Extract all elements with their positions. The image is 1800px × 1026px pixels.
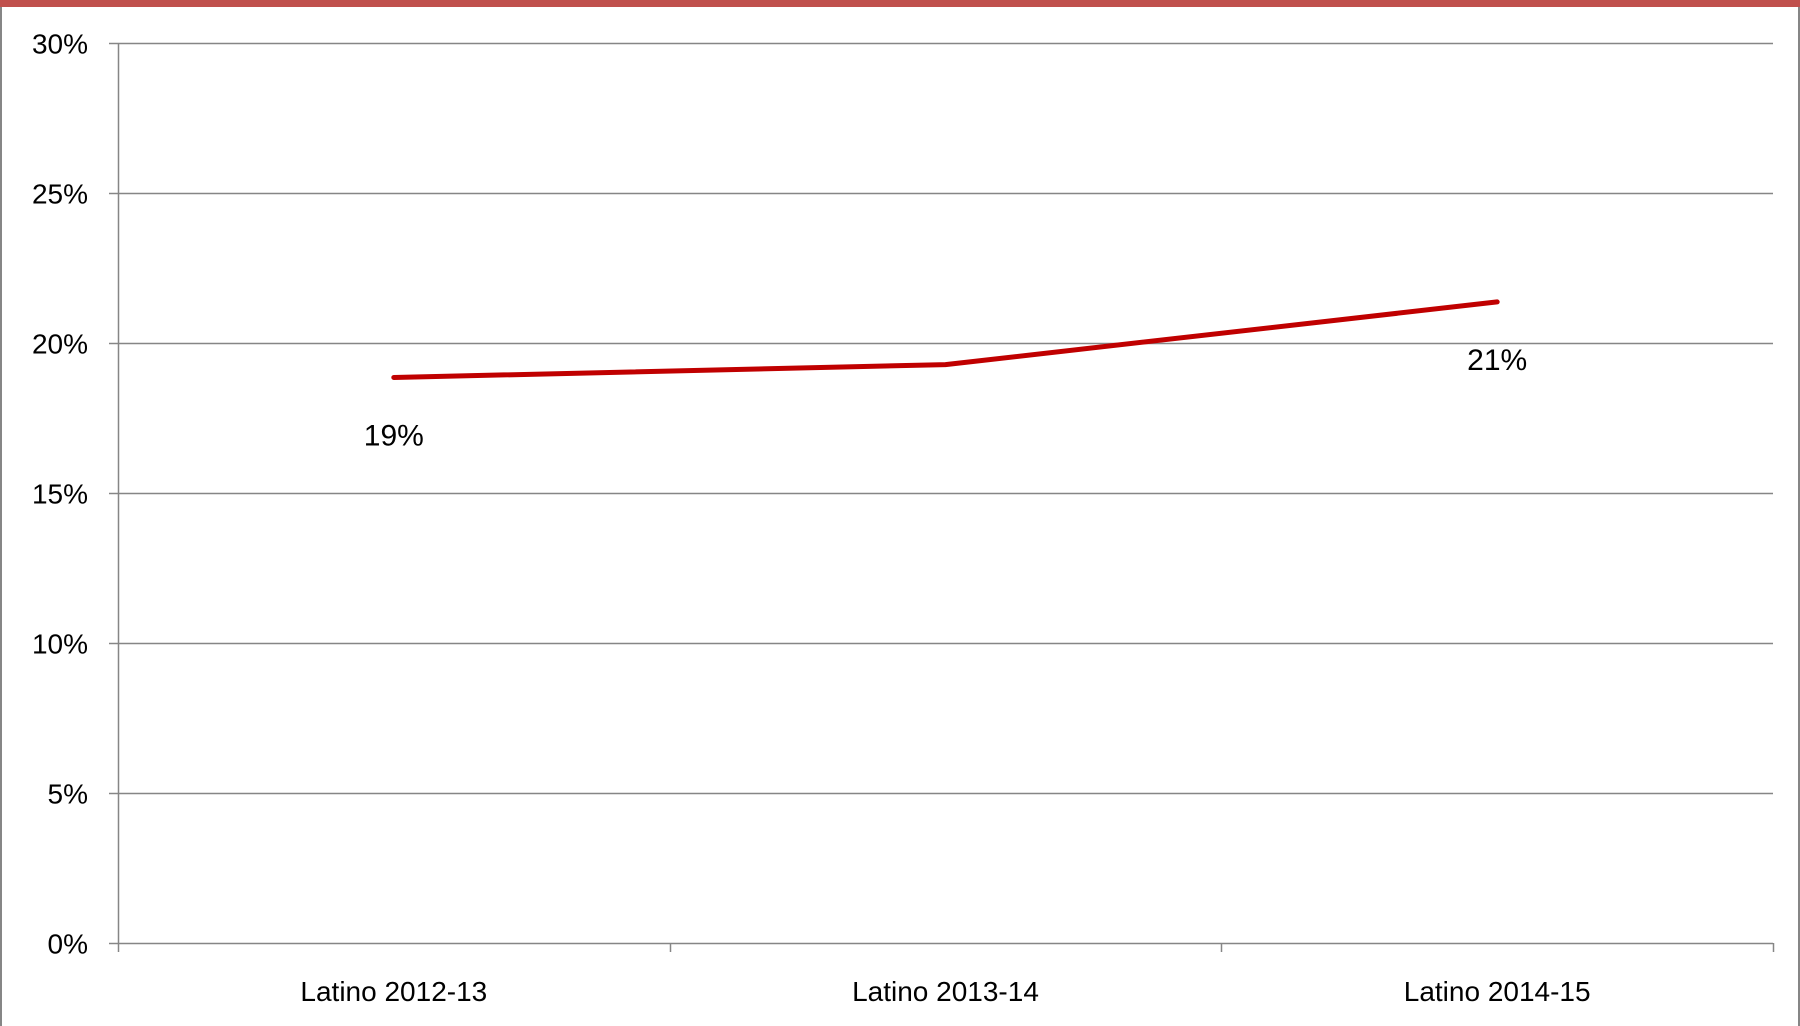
y-tick-label: 30% <box>32 29 88 60</box>
x-axis: Latino 2012-13 Latino 2013-14 Latino 2014-… <box>117 942 1775 1007</box>
y-tick-label: 25% <box>32 179 88 210</box>
x-tick-label: Latino 2014-15 <box>1404 976 1591 1007</box>
top-accent-band <box>0 0 1800 7</box>
y-tick-label: 20% <box>32 329 88 360</box>
x-tick-label: Latino 2012-13 <box>300 976 487 1007</box>
y-tick-label: 10% <box>32 629 88 660</box>
data-label: 21% <box>1467 344 1527 377</box>
data-labels: 19% 21% <box>364 344 1527 453</box>
y-tick-label: 15% <box>32 479 88 510</box>
data-label: 19% <box>364 420 424 453</box>
y-axis: 0% 5% 10% 15% 20% 25% 30% <box>32 29 120 960</box>
y-tick-label: 5% <box>48 779 88 810</box>
gridlines <box>118 42 1773 795</box>
series-line <box>391 299 1500 380</box>
x-tick-label: Latino 2013-14 <box>852 976 1039 1007</box>
y-tick-label: 0% <box>48 929 88 960</box>
series-group <box>391 299 1500 380</box>
